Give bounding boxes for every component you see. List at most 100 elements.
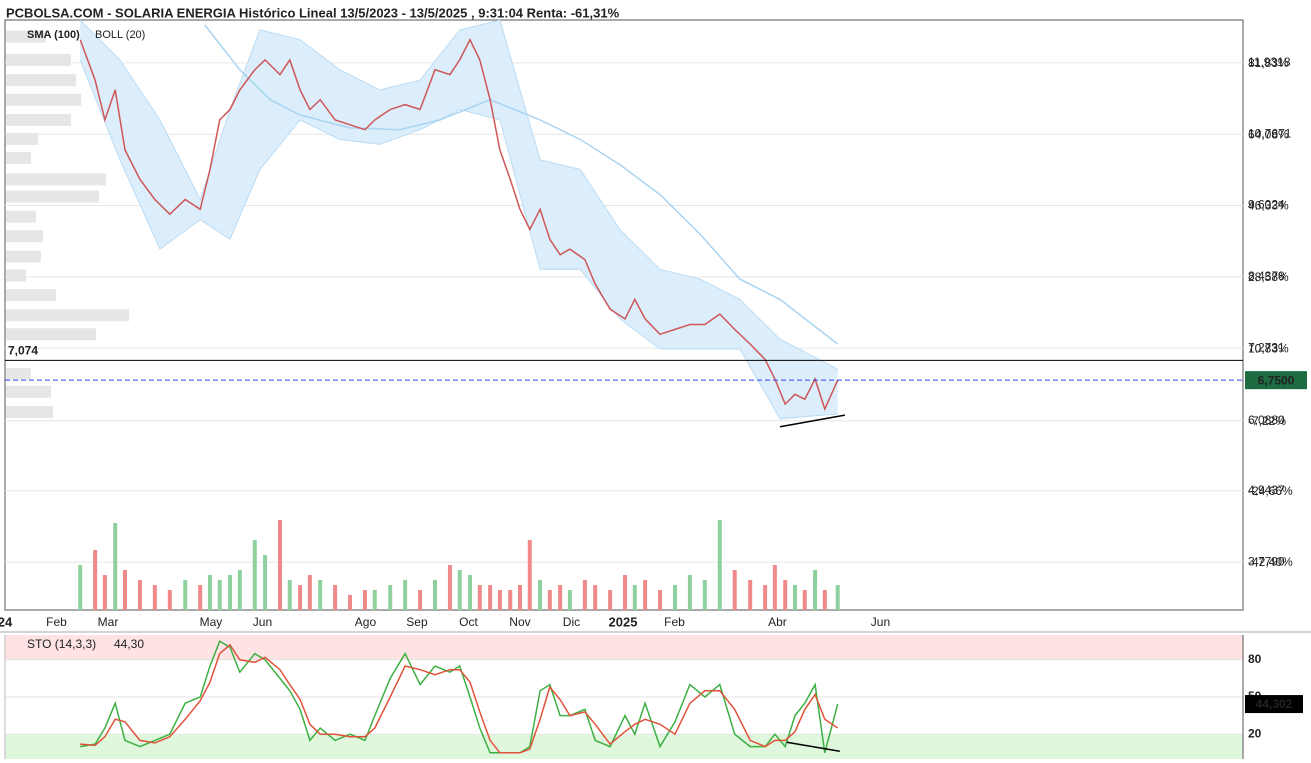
legend-entry: BOLL (20) <box>95 29 145 41</box>
y-tick-label: 8,4378 <box>1248 269 1285 283</box>
right-frame <box>1243 20 1244 610</box>
volume-bar <box>508 590 513 610</box>
volume-bar <box>217 580 222 610</box>
volume-bar <box>137 580 142 610</box>
volume-bar <box>623 575 628 610</box>
volume-bar <box>348 595 353 610</box>
volume-bar <box>183 580 188 610</box>
volume-bar <box>558 585 563 610</box>
y-tick-label: 7,2731 <box>1248 340 1285 354</box>
volume-bar <box>122 570 127 610</box>
price-line <box>79 38 839 412</box>
bollinger-upper <box>79 19 838 370</box>
volume-bar <box>113 523 118 610</box>
volume-bar <box>517 585 522 610</box>
volume-bar <box>772 565 777 610</box>
volume-bar <box>658 590 663 610</box>
volume-bar <box>447 565 452 610</box>
volume-bar <box>277 520 282 610</box>
y2-tick-label: 10,83% <box>1248 341 1289 355</box>
volume-bar <box>835 585 840 610</box>
volume-profile-bar <box>6 230 43 243</box>
y2-tick-label: 81,83% <box>1248 56 1289 70</box>
y2-tick-label: -24,66% <box>1248 484 1293 498</box>
last-value-badge <box>1245 695 1303 714</box>
volume-profile-bar <box>6 328 96 341</box>
y-tick-label: 9,6024 <box>1248 198 1285 212</box>
volume-bar <box>538 580 543 610</box>
oscillator-line <box>80 643 839 754</box>
volume-profile-bar <box>6 113 71 126</box>
volume-bar <box>497 590 502 610</box>
volume-profile-bar <box>6 53 71 66</box>
volume-bar <box>252 540 257 610</box>
volume-bar <box>488 585 493 610</box>
volume-profile-bar <box>6 151 31 164</box>
volume-bar <box>792 585 797 610</box>
volume-bar <box>287 580 292 610</box>
volume-profile-bar <box>6 385 51 398</box>
volume-bar <box>593 585 598 610</box>
x-tick-label: Abr <box>768 615 787 629</box>
volume-bar <box>477 585 482 610</box>
volume-bar <box>672 585 677 610</box>
volume-profile-bar <box>6 210 36 223</box>
volume-bar <box>263 555 268 610</box>
zone <box>5 734 1243 759</box>
volume-bar <box>748 580 753 610</box>
y-tick-label: 10,7671 <box>1248 126 1292 140</box>
chart-title: PCBOLSA.COM - SOLARIA ENERGIA Histórico … <box>6 5 620 20</box>
volume-bar <box>298 585 303 610</box>
y2-tick-label: 28,58% <box>1248 270 1289 284</box>
y2-tick-label: -42,40% <box>1248 555 1293 569</box>
legend-entry: SMA (100) <box>27 29 80 41</box>
x-tick-label: Mar <box>98 615 119 629</box>
volume-bar <box>763 585 768 610</box>
volume-bar <box>643 580 648 610</box>
volume-profile-bar <box>6 132 38 145</box>
volume-profile-bar <box>6 190 99 203</box>
volume-bar <box>167 590 172 610</box>
volume-bar <box>362 590 367 610</box>
volume-bar <box>403 580 408 610</box>
x-tick-label: Ago <box>355 615 377 629</box>
volume-bar <box>333 585 338 610</box>
trendline <box>779 414 846 428</box>
y2-tick-label: 46,33% <box>1248 199 1289 213</box>
volume-bar <box>372 590 377 610</box>
x-tick-label: 24 <box>0 614 13 629</box>
volume-profile-bar <box>6 269 26 282</box>
volume-profile-bar <box>6 74 76 87</box>
volume-profile-bar <box>6 309 129 322</box>
volume-bar <box>307 575 312 610</box>
volume-bar <box>468 575 473 610</box>
last-price-label: 6,7500 <box>1258 373 1295 387</box>
volume-bar <box>547 590 552 610</box>
y2-tick-label: -7,22% <box>1248 414 1286 428</box>
volume-bar <box>207 575 212 610</box>
volume-bar <box>783 580 788 610</box>
volume-profile-bar <box>6 406 53 419</box>
x-tick-label: May <box>200 615 223 629</box>
volume-profile-bar <box>6 289 56 302</box>
volume-profile-bar <box>6 250 41 263</box>
x-tick-label: Feb <box>664 615 685 629</box>
y-tick-label: 11,9318 <box>1248 55 1291 69</box>
volume-bar <box>102 575 107 610</box>
trendline <box>786 741 840 753</box>
indicator-value: 44,30 <box>114 637 144 651</box>
volume-bar <box>93 550 98 610</box>
y-tick-label: 20 <box>1248 726 1262 740</box>
y2-tick-label: 64,08% <box>1248 127 1289 141</box>
volume-bar <box>388 585 393 610</box>
x-tick-label: 2025 <box>609 614 638 629</box>
x-tick-label: Nov <box>509 615 530 629</box>
y-tick-label: 6,0880 <box>1248 413 1285 427</box>
volume-bar <box>582 580 587 610</box>
volume-bar <box>567 590 572 610</box>
volume-bar <box>318 580 323 610</box>
x-tick-label: Jun <box>253 615 272 629</box>
volume-bar <box>802 590 807 610</box>
reference-label: 7,074 <box>8 344 38 358</box>
